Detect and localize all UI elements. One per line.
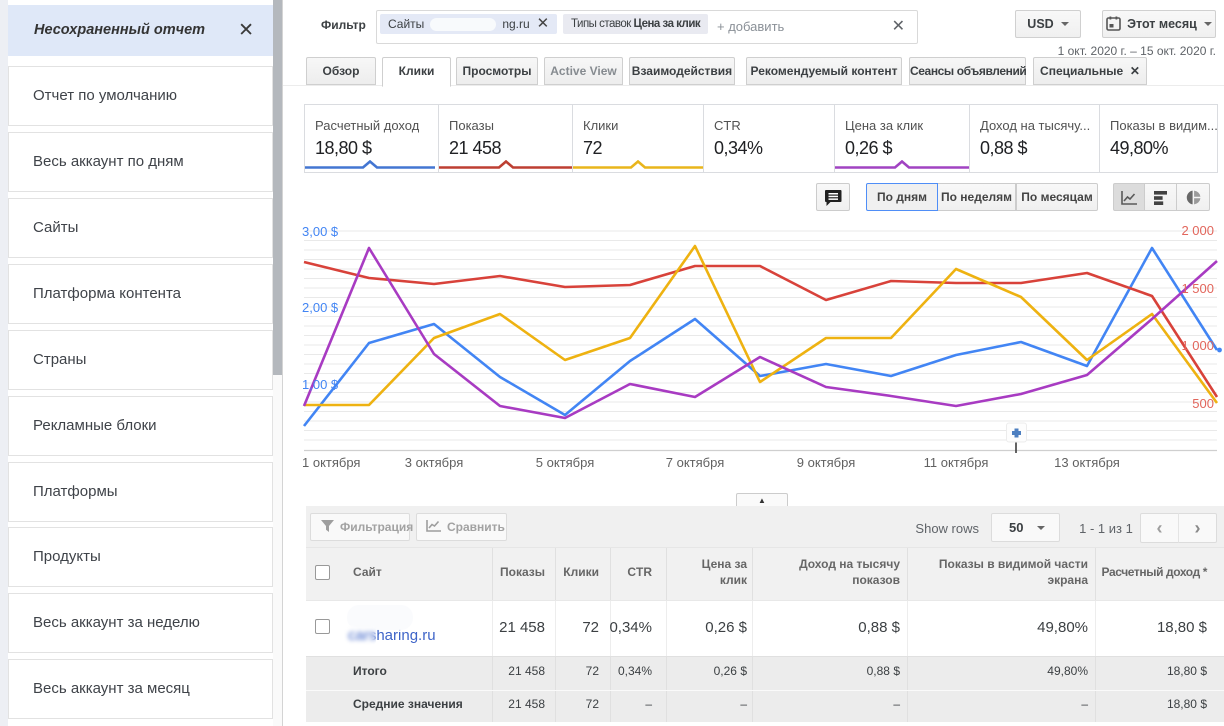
svg-text:2 000: 2 000 [1181, 223, 1214, 238]
svg-text:5 октября: 5 октября [536, 455, 594, 470]
svg-text:3,00 $: 3,00 $ [302, 224, 339, 239]
svg-text:1 000: 1 000 [1181, 338, 1214, 353]
svg-text:1 500: 1 500 [1181, 281, 1214, 296]
svg-text:3 октября: 3 октября [405, 455, 463, 470]
svg-text:2,00 $: 2,00 $ [302, 300, 339, 315]
svg-text:1 октября: 1 октября [302, 455, 360, 470]
svg-text:13 октября: 13 октября [1054, 455, 1120, 470]
svg-text:11 октября: 11 октября [924, 455, 989, 470]
svg-text:500: 500 [1192, 396, 1214, 411]
svg-text:1,00 $: 1,00 $ [302, 377, 339, 392]
svg-text:7 октября: 7 октября [666, 455, 724, 470]
svg-text:9 октября: 9 октября [797, 455, 855, 470]
